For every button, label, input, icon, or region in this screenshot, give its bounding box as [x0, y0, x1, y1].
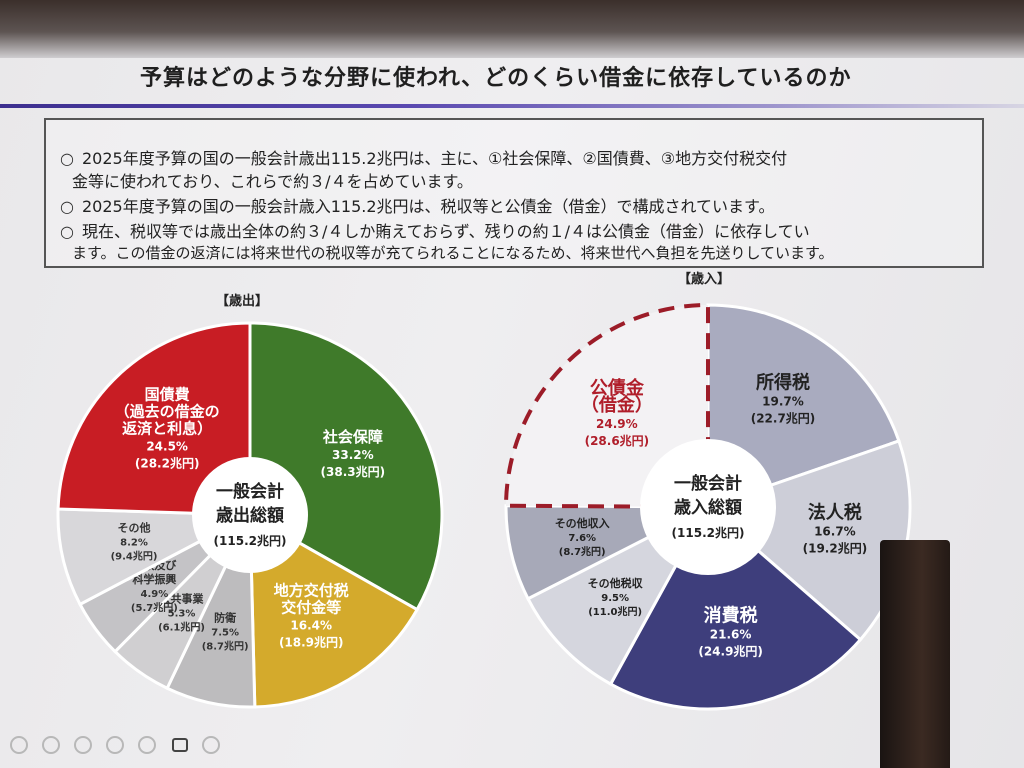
slice-amount: (6.1兆円)	[158, 620, 205, 633]
center-label: 一般会計	[216, 481, 284, 502]
slice-percent: 19.7%	[762, 395, 804, 409]
slice-amount: (28.6兆円)	[585, 433, 650, 448]
slice-label: 防衛	[214, 610, 236, 624]
slice-amount: (19.2兆円)	[803, 541, 868, 556]
slice-label: 交付金等	[281, 599, 341, 617]
slice-label: 公債金	[590, 377, 645, 399]
slice-amount: (5.7兆円)	[131, 601, 178, 614]
slice-label: 科学振興	[132, 572, 176, 586]
pie-slice	[56, 321, 252, 517]
summary-line: 金等に使われており、これらで約３/４を占めています。	[72, 172, 473, 191]
foreground-pole	[880, 540, 950, 768]
zoom-icon[interactable]	[106, 736, 124, 754]
revenue-chart-title: 【歳入】	[678, 272, 731, 287]
summary-line: ○ 2025年度予算の国の一般会計歳入115.2兆円は、税収等と公債金（借金）で構…	[60, 197, 775, 216]
slice-percent: 5.3%	[168, 608, 196, 619]
slice-percent: 9.5%	[601, 593, 629, 604]
slice-percent: 16.7%	[814, 525, 856, 539]
slice-amount: (18.9兆円)	[279, 635, 344, 650]
pie-slice	[503, 302, 710, 510]
pen-icon[interactable]	[42, 736, 60, 754]
more-icon[interactable]	[202, 736, 220, 754]
slice-label: 所得税	[756, 372, 810, 394]
summary-box	[44, 118, 984, 268]
slice-percent: 21.6%	[710, 627, 752, 641]
slice-amount: (9.4兆円)	[111, 550, 158, 563]
center-label: (115.2兆円)	[214, 533, 287, 548]
slice-label: その他収入	[555, 516, 610, 530]
prev-icon[interactable]	[10, 736, 28, 754]
center-label: 歳出総額	[216, 505, 284, 526]
pie-slice	[608, 504, 863, 711]
slice-percent: 8.2%	[120, 538, 148, 549]
slice-label: （過去の借金の	[115, 403, 220, 421]
slice-amount: (24.9兆円)	[698, 643, 763, 658]
center-hole	[192, 457, 308, 573]
slice-percent: 7.6%	[568, 533, 596, 544]
slice-label: 返済と利息）	[122, 420, 212, 438]
bullet-icon: ○	[60, 197, 74, 216]
slice-label: （借金）	[581, 394, 653, 416]
slice-label: 消費税	[704, 604, 758, 626]
slice-label: その他	[117, 521, 150, 535]
slice-percent: 7.5%	[211, 627, 239, 638]
center-label: 歳入総額	[674, 497, 742, 518]
summary-line: ます。この借金の返済には将来世代の税収等が充てられることになるため、将来世代へ負…	[72, 244, 834, 262]
subtitle-icon[interactable]	[138, 736, 156, 754]
presentation-toolbar	[0, 736, 230, 760]
slice-percent: 33.2%	[332, 448, 374, 462]
slice-percent: 4.9%	[140, 589, 168, 600]
bullet-icon: ○	[60, 149, 74, 168]
slides-icon[interactable]	[74, 736, 92, 754]
slice-amount: (11.0兆円)	[588, 605, 642, 618]
slice-amount: (8.7兆円)	[559, 545, 606, 558]
bullet-icon: ○	[60, 222, 74, 241]
projector-top-edge	[0, 0, 1024, 58]
slice-amount: (28.2兆円)	[135, 456, 200, 471]
slice-label: 地方交付税	[274, 582, 349, 600]
slice-label: 法人税	[808, 502, 862, 524]
slice-label: その他税収	[588, 576, 644, 590]
slice-amount: (8.7兆円)	[202, 639, 249, 652]
slice-label: 社会保障	[322, 428, 383, 446]
pie-slice	[248, 512, 420, 709]
expenditure-chart-title: 【歳出】	[216, 294, 269, 309]
slice-percent: 24.9%	[596, 417, 638, 431]
slice-percent: 16.4%	[290, 619, 332, 633]
camera-icon[interactable]	[172, 738, 188, 752]
title-underline	[0, 104, 1024, 108]
center-hole	[640, 439, 776, 575]
slice-amount: (22.7兆円)	[751, 411, 816, 426]
slide-title: 予算はどのような分野に使われ、どのくらい借金に依存しているのか	[140, 66, 852, 91]
slice-amount: (38.3兆円)	[321, 464, 386, 479]
slice-percent: 24.5%	[146, 440, 188, 454]
slice-label: 国債費	[145, 386, 190, 404]
summary-line: ○ 2025年度予算の国の一般会計歳出115.2兆円は、主に、①社会保障、②国債費…	[60, 149, 788, 168]
summary-line: ○ 現在、税収等では歳出全体の約３/４しか賄えておらず、残りの約１/４は公債金（借…	[60, 222, 810, 241]
center-label: (115.2兆円)	[672, 525, 745, 540]
center-label: 一般会計	[674, 473, 742, 494]
